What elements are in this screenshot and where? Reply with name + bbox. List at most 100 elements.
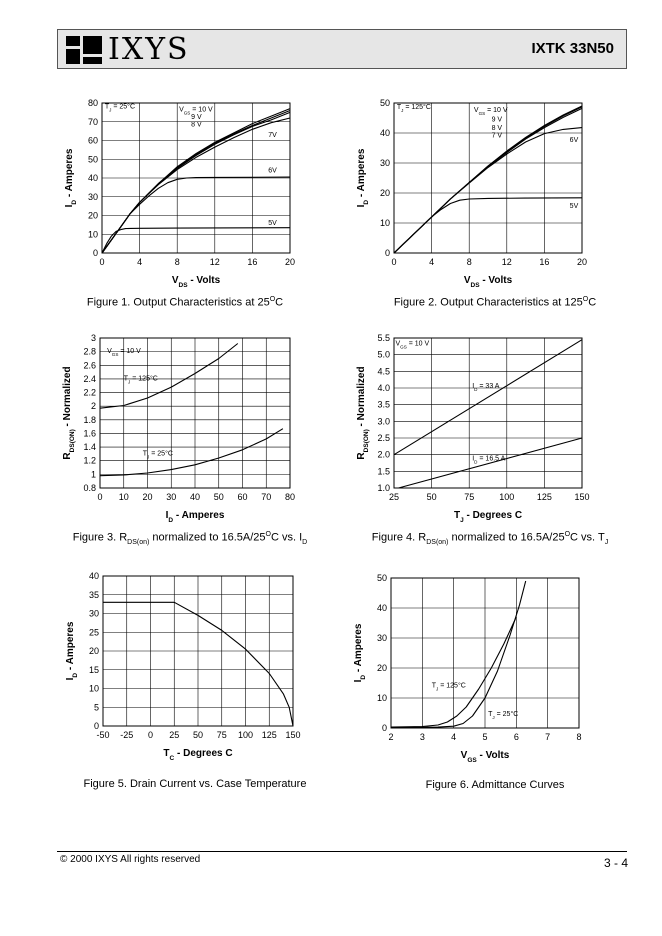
x-axis-label: ID - Amperes — [166, 510, 225, 524]
chart-annotation: TJ = 125°C — [124, 374, 158, 384]
figure-3-caption: Figure 3. RDS(on) normalized to 16.5A/25… — [72, 531, 308, 546]
figure-2-caption: Figure 2. Output Characteristics at 125O… — [393, 296, 597, 309]
y-tick-label: 20 — [380, 188, 390, 198]
x-axis-label: VDS - Volts — [464, 275, 513, 289]
y-tick-label: 40 — [88, 173, 98, 183]
y-axis-label: RDS(ON) - Normalized — [62, 366, 76, 459]
x-tick-label: 20 — [577, 257, 587, 267]
x-tick-label: 75 — [464, 492, 474, 502]
series-line — [101, 227, 291, 254]
chart-annotation: 9 V — [191, 114, 202, 121]
series-line — [101, 108, 291, 254]
series-line — [101, 176, 291, 254]
y-axis-label: ID - Amperes — [64, 148, 78, 207]
y-axis-label: ID - Amperes — [353, 623, 367, 682]
y-tick-label: 70 — [88, 117, 98, 127]
x-tick-label: 16 — [539, 257, 549, 267]
x-tick-label: 125 — [262, 730, 277, 740]
y-tick-label: 2.8 — [83, 347, 96, 357]
y-tick-label: 20 — [88, 211, 98, 221]
y-tick-label: 3 — [91, 333, 96, 343]
plot-frame — [390, 577, 580, 729]
y-axis-label: RDS(ON) - Normalized — [356, 366, 370, 459]
ixys-logo: IXYS — [66, 33, 190, 67]
x-tick-label: 70 — [261, 492, 271, 502]
y-tick-label: 60 — [88, 136, 98, 146]
series-line — [390, 616, 517, 728]
x-tick-label: 100 — [499, 492, 514, 502]
gridlines — [99, 337, 291, 489]
chart-annotation: 7V — [268, 132, 277, 139]
series-line — [393, 106, 583, 254]
chart-annotation: VGS = 10 V — [179, 106, 213, 115]
x-axis-label: VGS - Volts — [461, 750, 510, 764]
y-tick-label: 5.0 — [377, 350, 390, 360]
y-tick-label: 4.0 — [377, 383, 390, 393]
gridlines — [390, 577, 580, 729]
x-tick-label: 8 — [467, 257, 472, 267]
y-tick-label: 5.5 — [377, 333, 390, 343]
y-tick-label: 0 — [93, 248, 98, 258]
footer-divider — [57, 851, 627, 852]
y-tick-label: 30 — [89, 609, 99, 619]
series-line — [103, 601, 294, 727]
series-line — [101, 117, 291, 254]
series-line — [99, 428, 284, 477]
x-tick-label: -50 — [96, 730, 109, 740]
x-tick-label: 0 — [99, 257, 104, 267]
copyright: © 2000 IXYS All rights reserved — [60, 854, 201, 865]
x-tick-label: 16 — [247, 257, 257, 267]
y-tick-label: 1.2 — [83, 456, 96, 466]
figure-4-caption: Figure 4. RDS(on) normalized to 16.5A/25… — [371, 531, 609, 546]
x-tick-label: 75 — [217, 730, 227, 740]
y-tick-label: 1.0 — [377, 483, 390, 493]
series-line — [393, 197, 583, 254]
page-header: IXYS IXTK 33N50 — [57, 29, 627, 69]
plot-frame — [102, 575, 294, 727]
x-tick-label: 10 — [119, 492, 129, 502]
x-tick-label: 20 — [142, 492, 152, 502]
y-tick-label: 20 — [377, 663, 387, 673]
y-tick-label: 2.5 — [377, 433, 390, 443]
y-tick-label: 35 — [89, 590, 99, 600]
chart-annotation: TJ = 125°C — [432, 682, 466, 692]
y-tick-label: 2.6 — [83, 360, 96, 370]
chart-annotation: VGS = 10 V — [107, 348, 141, 357]
y-tick-label: 3.5 — [377, 400, 390, 410]
x-tick-label: 4 — [137, 257, 142, 267]
figure-3-rdson-vs-id: 0 10 20 30 40 50 60 70 80 0.8 1 1.2 1.4 1.6 1.8 2 2.2 2.4… — [60, 330, 320, 530]
y-tick-label: 30 — [380, 158, 390, 168]
plot-frame — [393, 102, 583, 254]
x-axis-label: TJ - Degrees C — [454, 510, 522, 524]
chart-annotation: 6V — [570, 137, 579, 144]
chart-annotation: TJ = 25°C — [105, 103, 135, 113]
y-tick-label: 2.4 — [83, 374, 96, 384]
x-tick-label: 8 — [576, 732, 581, 742]
x-tick-label: 4 — [429, 257, 434, 267]
figure-5-caption: Figure 5. Drain Current vs. Case Tempera… — [83, 778, 307, 790]
x-tick-label: 40 — [190, 492, 200, 502]
x-tick-label: 20 — [285, 257, 295, 267]
x-tick-label: 12 — [502, 257, 512, 267]
chart-annotation: 9 V — [492, 117, 503, 124]
gridlines — [102, 575, 294, 727]
y-tick-label: 10 — [380, 218, 390, 228]
chart-annotation: 7 V — [492, 133, 503, 140]
y-tick-label: 40 — [89, 571, 99, 581]
gridlines — [393, 337, 583, 489]
y-tick-label: 50 — [88, 154, 98, 164]
x-tick-label: 0 — [97, 492, 102, 502]
chart-annotation: 6V — [268, 167, 277, 174]
x-tick-label: 8 — [175, 257, 180, 267]
y-tick-label: 2.2 — [83, 388, 96, 398]
x-tick-label: 30 — [166, 492, 176, 502]
y-tick-label: 80 — [88, 98, 98, 108]
y-axis-label: ID - Amperes — [65, 621, 79, 680]
y-tick-label: 1.8 — [83, 415, 96, 425]
y-tick-label: 1.5 — [377, 466, 390, 476]
y-tick-label: 50 — [380, 98, 390, 108]
x-axis-label: TC - Degrees C — [163, 748, 232, 762]
y-axis-label: ID - Amperes — [356, 148, 370, 207]
y-tick-label: 25 — [89, 627, 99, 637]
x-tick-label: -25 — [120, 730, 133, 740]
